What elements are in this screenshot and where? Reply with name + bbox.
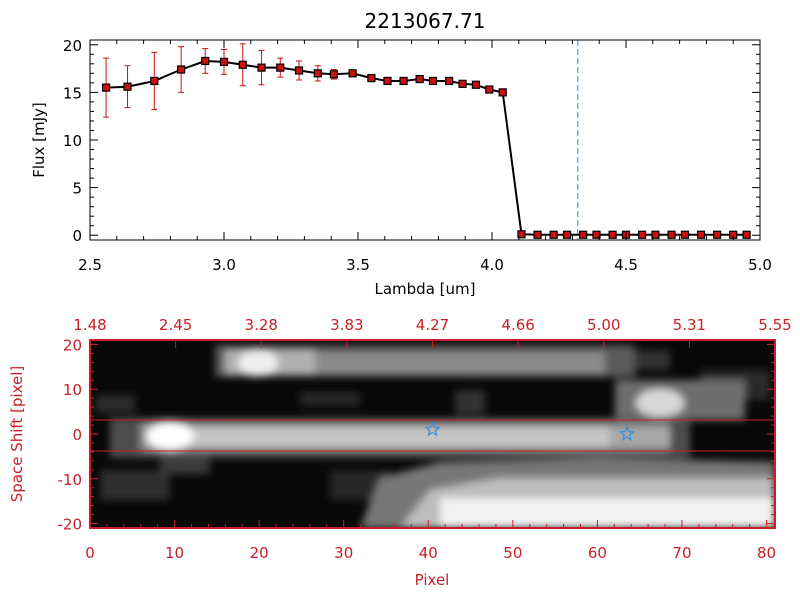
top-axis-tick-label: 2.45 [159,316,192,334]
data-point [219,57,229,67]
spectrum-x-label: Lambda [um] [375,280,476,298]
data-point [458,79,467,88]
data-point [485,85,494,94]
spectrum-plot: 2213067.71 2.5 3.0 3.5 4.0 4.5 5.0 0 5 10 15 20 La… [30,9,772,298]
top-axis-tick-label: 5.00 [587,316,620,334]
data-point [177,65,186,74]
top-axis-tick-label: 5.31 [673,316,706,334]
image-x-label: Pixel [415,571,450,589]
data-point [579,230,588,239]
y-tick-label: 10 [63,132,82,150]
data-point [696,230,706,239]
x-tick-label: 40 [419,544,438,562]
image-axis-ticks: 0 10 20 30 40 50 60 70 80 -20 -10 0 10 20 1.48 2.45 3.28… [58,316,792,562]
top-axis-tick-label: 5.55 [758,316,791,334]
spectrum-plot-area [101,40,751,240]
y-tick-label: 5 [72,180,82,198]
spectrum-title: 2213067.71 [365,9,486,33]
x-tick-label: 10 [165,544,184,562]
data-point [329,70,338,79]
data-point [313,69,322,78]
data-point [445,76,454,86]
data-point [348,69,357,78]
data-point [533,230,542,239]
data-point [201,56,210,66]
data-point [562,230,572,239]
top-axis-tick-label: 3.83 [330,316,363,334]
data-point [592,230,601,239]
data-point [680,230,690,239]
data-point [415,74,424,84]
data-point [651,230,660,239]
y-tick-label: 15 [63,84,82,102]
source-markers [424,420,636,442]
data-point [608,230,617,239]
y-tick-label: 0 [72,227,82,245]
image-emission [95,345,775,528]
data-point [123,82,132,91]
spectrum-axis-ticks: 2.5 3.0 3.5 4.0 4.5 5.0 0 5 10 15 20 [63,37,772,274]
top-axis-tick-label: 4.27 [416,316,449,334]
x-tick-label: 5.0 [748,256,772,274]
x-tick-label: 30 [334,544,353,562]
star-marker [424,420,441,437]
data-point [238,60,247,69]
x-tick-label: 0 [85,544,95,562]
top-axis-tick-label: 4.66 [501,316,534,334]
data-point [471,80,481,89]
data-point [367,73,376,83]
data-point [399,76,408,86]
data-point [713,230,722,239]
y-tick-label: 20 [63,37,82,55]
y-tick-label: 20 [63,336,82,354]
spectral-image [90,340,775,528]
data-point [428,76,438,86]
data-point [517,230,526,239]
x-tick-label: 20 [250,544,269,562]
x-tick-label: 3.0 [212,256,236,274]
data-point [101,83,111,92]
data-point [294,66,304,75]
x-tick-label: 4.0 [480,256,504,274]
y-tick-label: 0 [72,426,82,444]
data-point [276,63,285,72]
x-tick-label: 2.5 [78,256,102,274]
y-tick-label: 10 [63,381,82,399]
image-y-label: Space Shift [pixel] [8,366,26,503]
data-point [257,63,266,72]
spectral-image-plot: 0 10 20 30 40 50 60 70 80 -20 -10 0 10 20 1.48 2.45 3.28… [8,316,792,589]
spectrum-y-label: Flux [mJy] [30,102,48,178]
x-tick-label: 60 [588,544,607,562]
top-axis-tick-label: 1.48 [73,316,106,334]
star-marker [618,425,636,442]
x-tick-label: 3.5 [346,256,370,274]
data-point [742,230,751,239]
x-tick-label: 70 [672,544,691,562]
data-point [383,76,392,86]
x-tick-label: 80 [757,544,776,562]
x-tick-label: 50 [503,544,522,562]
top-axis-tick-label: 3.28 [245,316,278,334]
data-point [498,88,507,97]
y-tick-label: -20 [58,516,83,534]
data-point [637,230,647,239]
y-tick-label: -10 [58,471,83,489]
data-point [667,230,676,239]
x-tick-label: 4.5 [614,256,638,274]
data-point [150,76,159,86]
data-point [549,230,558,239]
